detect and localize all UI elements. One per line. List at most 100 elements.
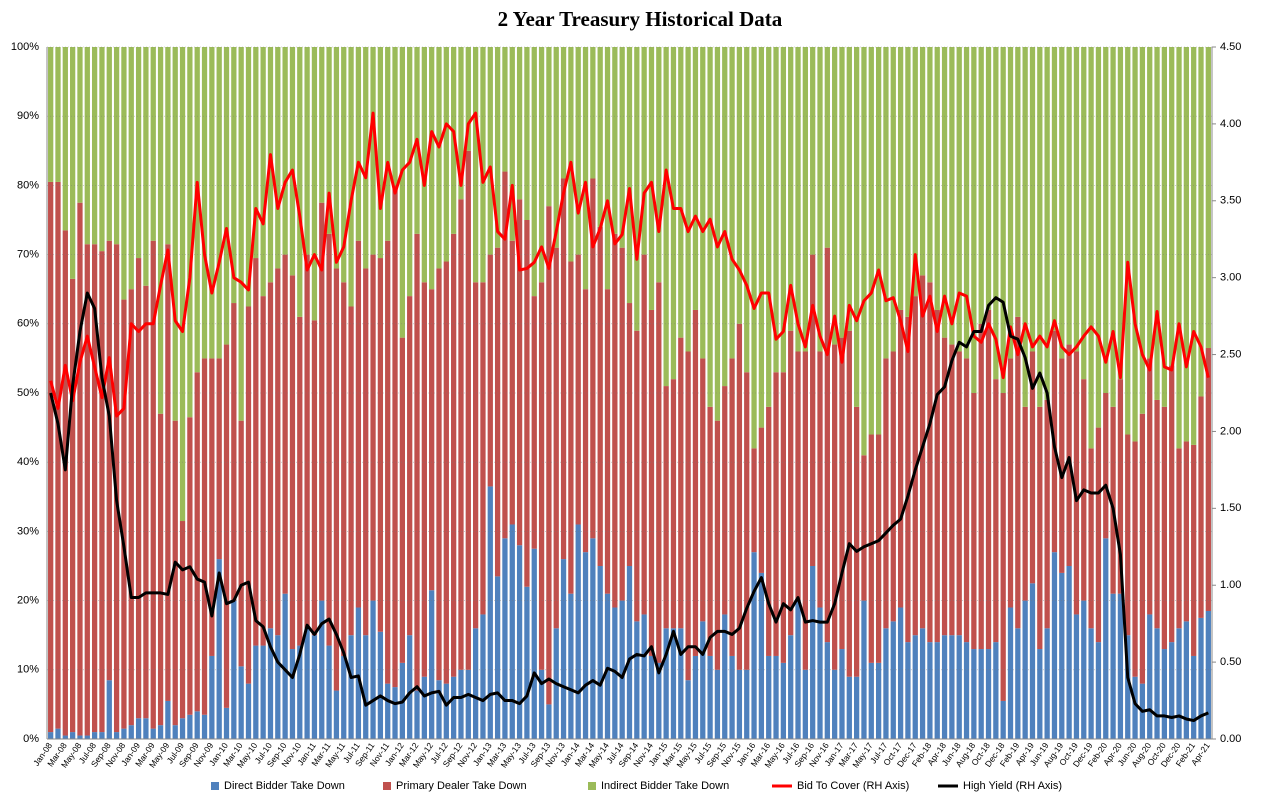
bar-segment — [1037, 47, 1043, 407]
bar-segment — [311, 47, 318, 321]
bar-segment — [656, 282, 662, 663]
bar-segment — [971, 393, 977, 650]
bar-segment — [1037, 649, 1043, 739]
bar-segment — [187, 714, 193, 739]
bar-segment — [209, 358, 215, 656]
bar-segment — [538, 282, 545, 670]
bar-segment — [165, 244, 171, 701]
bar-segment — [253, 47, 259, 259]
bar-segment — [223, 344, 230, 708]
bar-segment — [656, 47, 662, 283]
bar-segment — [436, 680, 442, 739]
bar-segment — [1176, 448, 1182, 629]
bar-segment — [1073, 47, 1080, 352]
bar-segment — [802, 669, 808, 739]
bar-segment — [1044, 47, 1050, 400]
bar-segment — [502, 538, 508, 739]
bar-segment — [868, 434, 874, 663]
bar-segment — [91, 47, 98, 245]
bar-segment — [135, 718, 142, 739]
bar-segment — [1154, 399, 1160, 629]
bar-segment — [744, 669, 750, 739]
bar-segment — [55, 47, 61, 182]
bar-segment — [1169, 47, 1175, 366]
bar-segment — [238, 420, 244, 667]
bar-segment — [472, 628, 479, 739]
bar-segment — [1007, 607, 1014, 739]
bar-segment — [1088, 448, 1094, 629]
bar-segment — [143, 285, 149, 719]
bar-segment — [289, 649, 296, 739]
bar-segment — [736, 47, 743, 324]
bar-segment — [414, 233, 420, 691]
bar-segment — [157, 47, 164, 414]
bar-segment — [575, 254, 581, 525]
bar-segment — [949, 635, 955, 739]
bar-segment — [319, 202, 325, 601]
bar-segment — [941, 47, 948, 338]
bar-segment — [1000, 393, 1006, 701]
bar-segment — [817, 351, 823, 608]
bar-segment — [370, 600, 376, 739]
bar-segment — [780, 372, 787, 663]
bar-segment — [297, 47, 303, 317]
bar-segment — [429, 289, 435, 591]
bar-segment — [172, 47, 178, 421]
bar-segment — [516, 545, 523, 739]
bar-segment — [1081, 47, 1087, 380]
bar-segment — [795, 600, 801, 739]
bar-segment — [333, 268, 340, 691]
y2-tick-label: 4.50 — [1220, 41, 1241, 53]
bar-segment — [956, 47, 962, 352]
y-tick-label: 30% — [17, 525, 39, 537]
plot-area — [47, 46, 1212, 740]
bar-segment — [590, 178, 596, 539]
bar-segment — [1169, 642, 1175, 739]
bar-segment — [282, 593, 288, 739]
bar-segment — [685, 351, 691, 681]
bar-segment — [458, 47, 464, 200]
bar-segment — [971, 649, 977, 739]
bar-segment — [48, 181, 54, 733]
bar-segment — [179, 521, 186, 719]
bar-segment — [993, 642, 999, 739]
bar-segment — [172, 725, 178, 739]
bar-segment — [949, 47, 955, 345]
bar-segment — [692, 309, 699, 656]
bar-segment — [780, 47, 787, 373]
bar-segment — [817, 47, 823, 352]
bar-segment — [985, 649, 992, 739]
bar-segment — [1095, 47, 1102, 428]
bar-segment — [546, 47, 552, 207]
bar-segment — [1154, 47, 1160, 400]
bar-segment — [854, 406, 860, 677]
bar-segment — [678, 47, 684, 338]
bar-segment — [927, 642, 933, 739]
bar-segment — [443, 683, 449, 739]
bar-segment — [348, 47, 354, 307]
bar-segment — [1198, 47, 1204, 397]
bar-segment — [150, 240, 156, 729]
bar-segment — [824, 247, 830, 643]
bar-segment — [854, 47, 860, 407]
bar-segment — [1029, 47, 1036, 352]
bar-segment — [692, 47, 699, 310]
bar-segment — [1191, 655, 1197, 739]
bar-segment — [736, 323, 743, 670]
bar-segment — [1007, 358, 1014, 608]
bar-segment — [788, 635, 794, 739]
bar-segment — [465, 669, 471, 739]
bar-segment — [648, 47, 655, 310]
bar-segment — [333, 690, 340, 739]
y2-tick-label: 3.50 — [1220, 195, 1241, 207]
bar-segment — [48, 47, 54, 182]
bar-segment — [172, 420, 178, 726]
bar-segment — [1066, 566, 1072, 739]
bar-segment — [1191, 444, 1197, 656]
bar-segment — [993, 379, 999, 643]
y2-tick-label: 1.00 — [1220, 579, 1241, 591]
bar-segment — [55, 181, 61, 729]
y-tick-label: 10% — [17, 664, 39, 676]
bar-segment — [795, 351, 801, 601]
bar-segment — [700, 47, 706, 359]
